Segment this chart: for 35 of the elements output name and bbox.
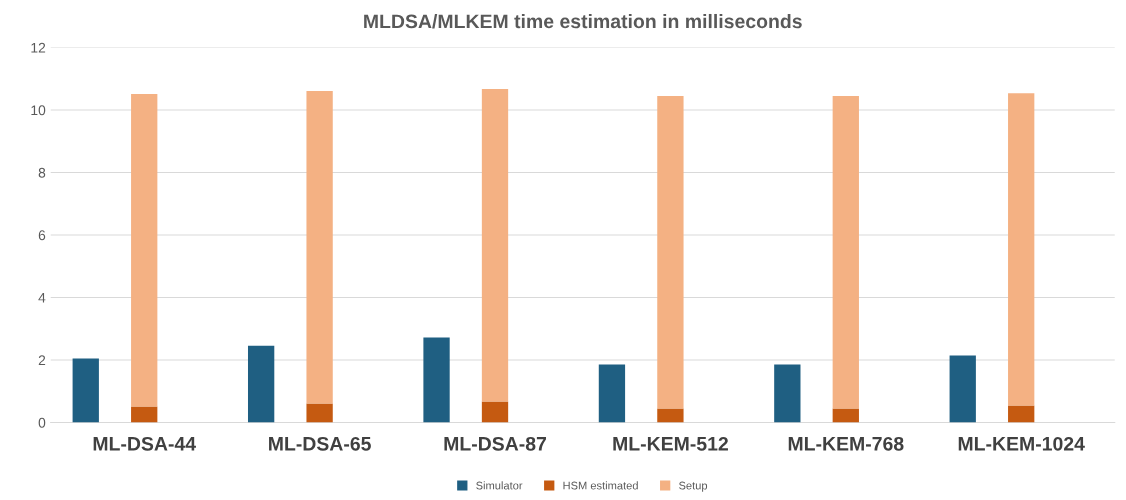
bar	[1008, 405, 1035, 423]
y-tick-label: 6	[38, 230, 46, 241]
x-tick-label: ML-DSA-44	[93, 436, 196, 451]
bar	[481, 89, 509, 402]
y-tick-label: 10	[31, 105, 46, 116]
x-tick-label: ML-KEM-1024	[958, 436, 1085, 451]
bar	[423, 337, 450, 423]
legend-label: Simulator	[476, 481, 523, 490]
bar	[131, 406, 158, 423]
bar	[131, 94, 158, 407]
x-tick-label: ML-KEM-512	[613, 436, 728, 451]
x-tick-label: ML-DSA-87	[444, 436, 547, 451]
bar	[657, 408, 684, 423]
x-tick-label: ML-KEM-768	[788, 436, 904, 451]
legend-label: Setup	[679, 481, 708, 492]
bar	[774, 364, 801, 423]
y-tick-label: 4	[38, 292, 46, 303]
bar	[247, 345, 275, 423]
bar	[832, 95, 859, 409]
x-tick-label: ML-DSA-65	[269, 436, 371, 451]
bar	[306, 90, 333, 404]
y-tick-label: 2	[38, 355, 46, 366]
bar	[657, 95, 684, 409]
bar	[72, 358, 99, 423]
bar	[832, 408, 859, 423]
chart-title: MLDSA/MLKEM time estimation in milliseconds	[364, 13, 802, 29]
bar	[481, 401, 509, 423]
y-tick-label: 0	[38, 417, 46, 428]
bar	[306, 403, 333, 423]
y-tick-label: 12	[31, 42, 46, 53]
y-tick-label: 8	[38, 167, 46, 178]
bar	[949, 355, 976, 423]
bar	[598, 364, 626, 423]
legend-label: HSM estimated	[563, 481, 638, 490]
bar	[1008, 93, 1035, 406]
